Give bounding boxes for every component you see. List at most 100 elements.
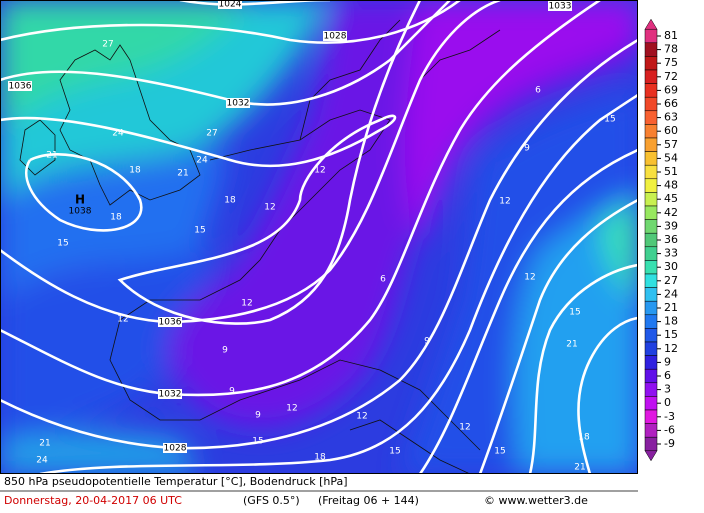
colorbar-cell — [644, 96, 658, 112]
isobar-label-bg — [323, 31, 347, 41]
colorbar-label: 36 — [664, 233, 678, 246]
colorbar-label: 72 — [664, 70, 678, 83]
colorbar-label: 75 — [664, 56, 678, 69]
temperature-label: 15 — [194, 226, 205, 236]
temperature-label: 9 — [222, 346, 228, 356]
colorbar-label: 30 — [664, 260, 678, 273]
high-pressure: 1038 — [69, 207, 92, 217]
colorbar-cell — [644, 409, 658, 424]
colorbar-label: 63 — [664, 111, 678, 124]
colorbar-cell — [644, 178, 658, 193]
temperature-label: 12 — [117, 315, 128, 325]
colorbar-cell — [644, 396, 658, 411]
isobar-label: 1033 — [549, 2, 572, 12]
temperature-label: 18 — [110, 213, 122, 223]
colorbar-cell — [644, 110, 658, 125]
isobars — [0, 0, 638, 474]
temperature-label: 9 — [255, 411, 261, 421]
colorbar-cell — [644, 192, 658, 207]
colorbar-top-arrow — [644, 18, 658, 30]
temperature-label: 18 — [224, 196, 236, 206]
colorbar-label: -6 — [664, 423, 675, 436]
temperature-label: 21 — [177, 169, 188, 179]
colorbar-label: 48 — [664, 179, 678, 192]
isobar-label: 1028 — [164, 444, 187, 454]
temperature-label: 12 — [314, 166, 325, 176]
temperature-label: 12 — [241, 299, 252, 309]
isobar-label-bg — [158, 317, 182, 327]
temperature-label: 12 — [286, 404, 297, 414]
footer-model: (GFS 0.5°) — [243, 494, 300, 507]
colorbar-label: 51 — [664, 165, 678, 178]
temperature-label: 12 — [356, 412, 367, 422]
colorbar: 8178757269666360575451484542393633302724… — [644, 18, 678, 462]
colorbar-cell — [644, 137, 658, 152]
temperature-label: 6 — [535, 86, 541, 96]
isobar-label: 1032 — [227, 99, 250, 109]
colorbar-label: -9 — [664, 437, 675, 450]
colorbar-cell — [644, 219, 658, 234]
colorbar-label: 45 — [664, 192, 678, 205]
isobar-label: 1028 — [324, 32, 347, 42]
isobar-label-bg — [548, 1, 572, 11]
colorbar-cell — [644, 56, 658, 71]
colorbar-cell — [644, 246, 658, 261]
colorbar-cell — [644, 205, 658, 220]
temperature-label: 27 — [206, 129, 217, 139]
temperature-label: 12 — [459, 423, 470, 433]
temperature-label: 27 — [102, 40, 113, 50]
temperature-label: 15 — [604, 115, 615, 125]
isobar-label: 1024 — [219, 0, 242, 10]
isobar-label: 1036 — [9, 82, 32, 92]
colorbar-cell — [644, 423, 658, 438]
colorbar-cell — [644, 124, 658, 139]
temperature-label: 21 — [574, 463, 585, 473]
colorbar-cell — [644, 69, 658, 84]
temperature-label: 21 — [39, 439, 50, 449]
colorbar-label: 69 — [664, 83, 678, 96]
footer-title: 850 hPa pseudopotentielle Temperatur [°C… — [4, 475, 348, 488]
colorbar-label: 33 — [664, 247, 678, 260]
colorbar-cell — [644, 382, 658, 397]
temperature-label: 6 — [380, 275, 386, 285]
colorbar-bottom-arrow — [644, 450, 658, 462]
colorbar-label: 78 — [664, 43, 678, 56]
colorbar-label: 0 — [664, 396, 671, 409]
temperature-label: 12 — [264, 203, 275, 213]
isobar-label: 1032 — [159, 390, 182, 400]
map: 1024 1028 1032 1036 1036 1032 1028 1033 27 24 27 21… — [0, 0, 638, 474]
isobar-label-bg — [226, 98, 250, 108]
temperature-label: 24 — [36, 456, 48, 466]
colorbar-cell — [644, 341, 658, 356]
colorbar-label: 3 — [664, 383, 671, 396]
temperature-label: 9 — [424, 337, 430, 347]
temperature-label: 21 — [46, 151, 57, 161]
colorbar-label: 21 — [664, 301, 678, 314]
colorbar-label: 57 — [664, 138, 678, 151]
footer-run: (Freitag 06 + 144) — [318, 494, 419, 507]
colorbar-cell — [644, 300, 658, 316]
temperature-label: 21 — [566, 340, 577, 350]
map-frame — [0, 0, 638, 474]
colorbar-label: 39 — [664, 219, 678, 232]
colorbar-label: 54 — [664, 151, 678, 164]
colorbar-label: 15 — [664, 328, 678, 341]
colorbar-label: 81 — [664, 29, 678, 42]
temperature-label: 15 — [494, 447, 505, 457]
temperature-label: 18 — [578, 433, 590, 443]
colorbar-cell — [644, 260, 658, 275]
temperature-label: 18 — [129, 166, 141, 176]
colorbar-label: 27 — [664, 274, 678, 287]
colorbar-cell — [644, 355, 658, 370]
colorbar-cell — [644, 368, 658, 384]
colorbar-label: 60 — [664, 124, 678, 137]
colorbar-cell — [644, 287, 658, 302]
colorbar-label: 9 — [664, 355, 671, 368]
temperature-label: 15 — [252, 437, 263, 447]
colorbar-label: -3 — [664, 410, 675, 423]
isobar-label: 1036 — [159, 318, 182, 328]
temperature-label: 12 — [524, 273, 535, 283]
isobar-label-bg — [8, 81, 32, 91]
coastlines — [19, 19, 501, 474]
